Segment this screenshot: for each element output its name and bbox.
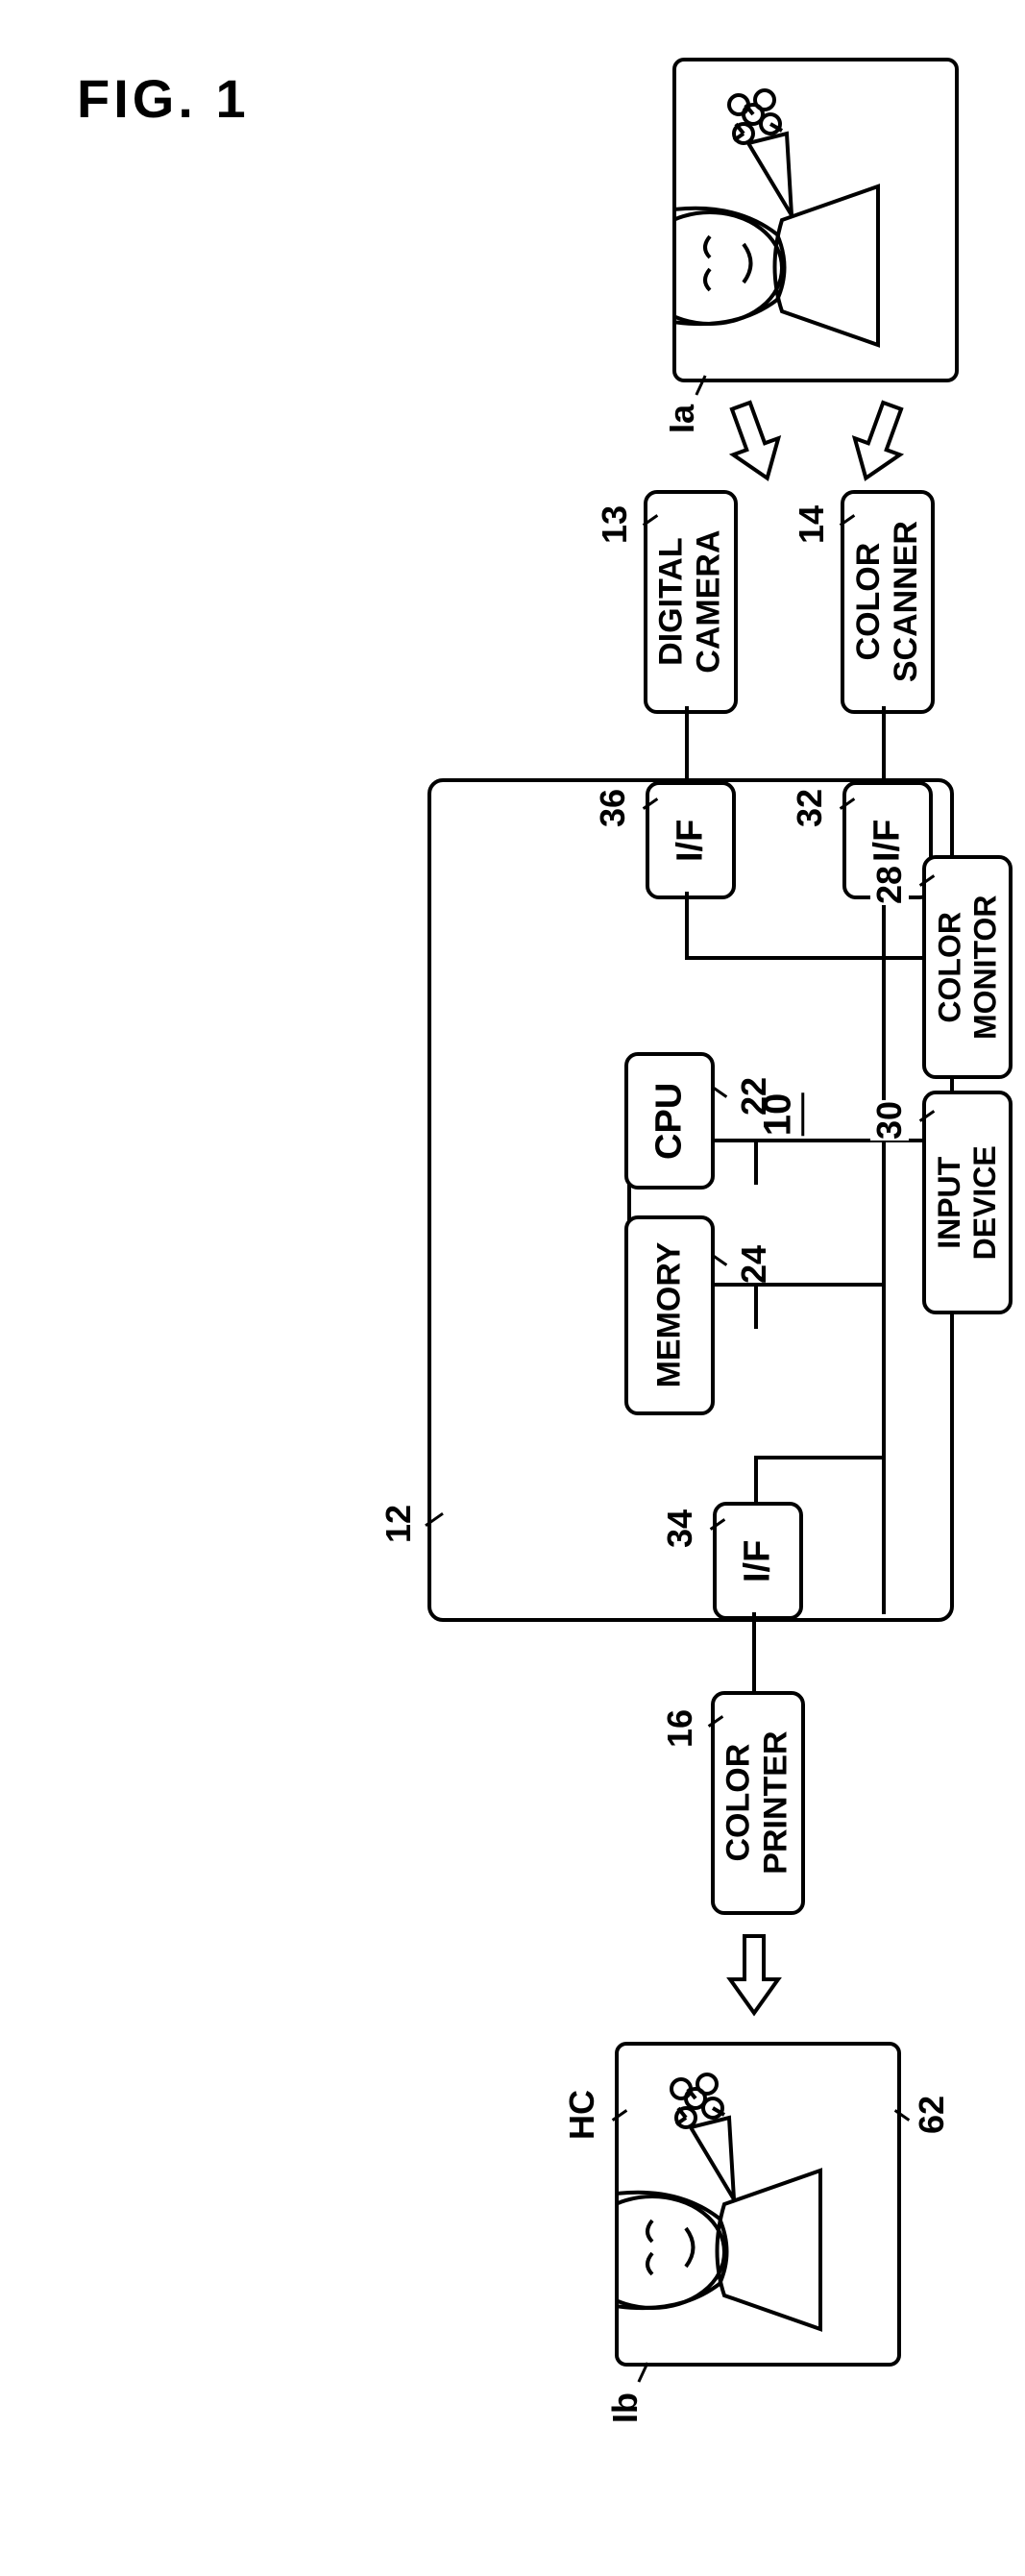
output-image-ref-hc: HC — [557, 2095, 607, 2135]
arrow-to-camera — [720, 399, 788, 490]
input-device-box: INPUT DEVICE — [922, 1091, 1013, 1314]
arrow-to-scanner — [845, 399, 913, 490]
if-camera-ref: 36 — [594, 788, 632, 828]
stub-cpu — [754, 1139, 758, 1185]
color-monitor-label: COLOR MONITOR — [932, 895, 1003, 1040]
memory-box: MEMORY — [624, 1215, 715, 1415]
if-printer-box: I/F — [713, 1502, 803, 1620]
if-scanner-label: I/F — [866, 819, 909, 861]
output-image — [615, 2042, 901, 2367]
cpu-ref: 22 — [735, 1076, 773, 1116]
figure-title: FIG. 1 — [77, 67, 250, 130]
input-device-label: INPUT DEVICE — [932, 1145, 1003, 1260]
if-camera-label: I/F — [670, 819, 712, 861]
output-image-ref-62: 62 — [913, 2095, 951, 2135]
memory-label: MEMORY — [650, 1242, 688, 1388]
if-printer-label: I/F — [737, 1539, 779, 1582]
color-printer-ref: 16 — [661, 1708, 699, 1749]
if-scanner-ref: 32 — [791, 788, 829, 828]
bus-if36-to-main — [685, 956, 884, 960]
bus-if36-down — [685, 892, 689, 959]
line-camera-down — [685, 706, 689, 781]
if-printer-ref: 34 — [661, 1509, 699, 1549]
diagram-canvas: FIG. 1 — [19, 19, 1006, 2557]
if-camera-box: I/F — [646, 781, 736, 899]
color-scanner-label: COLOR SCANNER — [850, 521, 925, 682]
input-image-svg — [676, 61, 955, 379]
output-image-svg — [619, 2046, 897, 2363]
stub-mem — [754, 1283, 758, 1329]
color-monitor-box: COLOR MONITOR — [922, 855, 1013, 1079]
digital-camera-box: DIGITAL CAMERA — [644, 490, 738, 714]
color-monitor-ref: 28 — [870, 865, 909, 905]
color-printer-label: COLOR PRINTER — [720, 1731, 795, 1875]
color-scanner-ref: 14 — [793, 504, 831, 545]
figure-title-text: FIG. 1 — [77, 68, 250, 129]
bus-to-if34 — [754, 1456, 886, 1460]
cpu-box: CPU — [624, 1052, 715, 1190]
digital-camera-label: DIGITAL CAMERA — [653, 530, 728, 674]
bus-main — [882, 892, 886, 1614]
arrow-to-output — [720, 1931, 788, 2023]
line-if34-to-printer — [752, 1612, 756, 1694]
pc-box-ref: 12 — [379, 1504, 418, 1544]
digital-camera-ref: 13 — [596, 504, 634, 545]
color-printer-box: COLOR PRINTER — [711, 1691, 805, 1915]
input-image — [672, 58, 959, 382]
input-device-ref: 30 — [870, 1100, 909, 1141]
line-scanner-down — [882, 706, 886, 781]
input-image-ref: Ia — [668, 399, 696, 439]
color-scanner-box: COLOR SCANNER — [841, 490, 935, 714]
stub-monitor — [882, 956, 925, 960]
memory-ref: 24 — [735, 1244, 773, 1285]
output-image-ref-ib: Ib — [610, 2388, 641, 2428]
cpu-label: CPU — [648, 1082, 691, 1159]
